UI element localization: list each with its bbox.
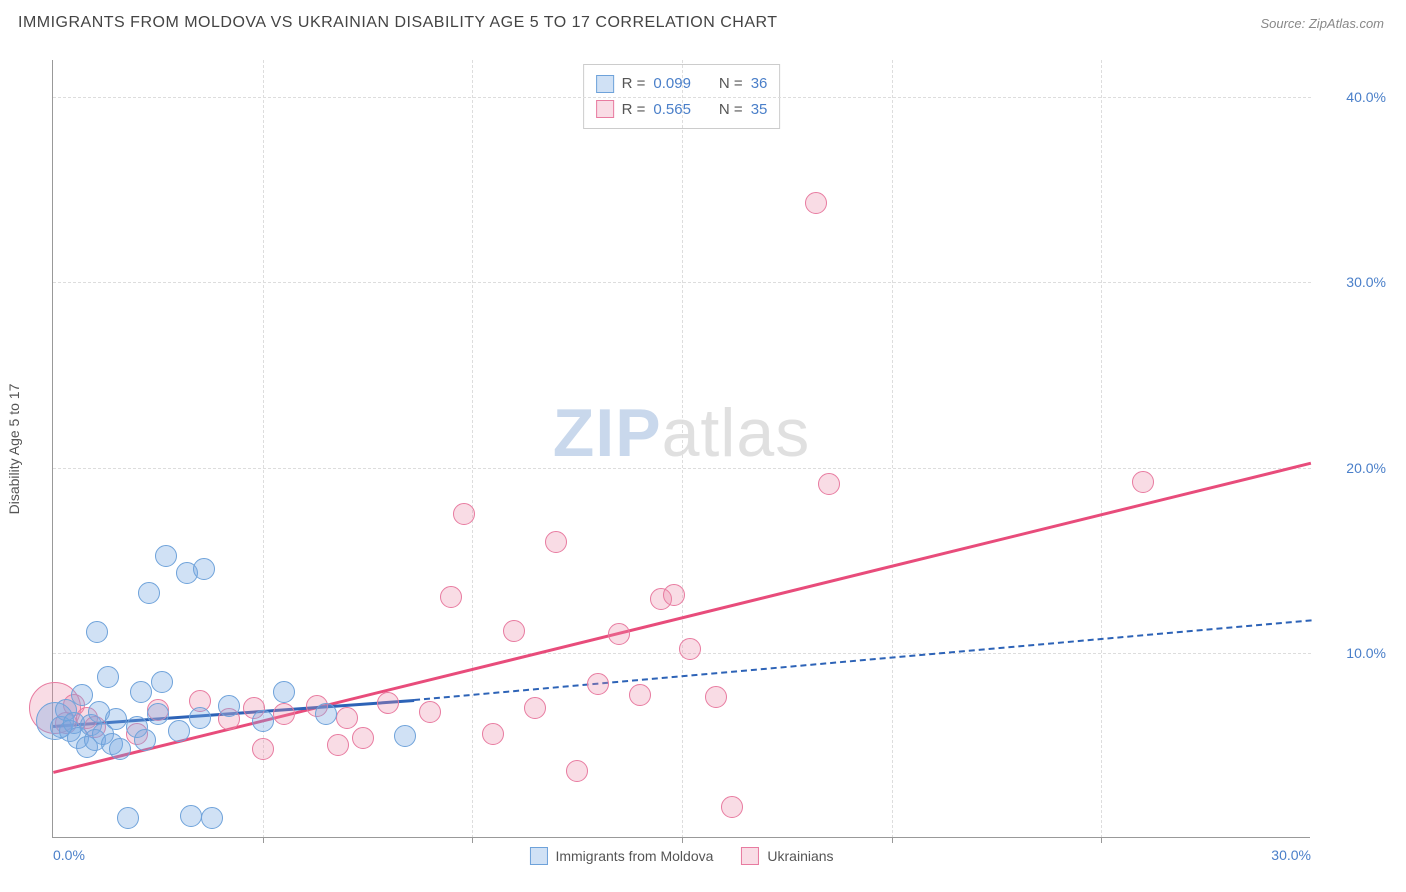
legend-r-label: R = <box>622 71 646 97</box>
x-tick-label: 0.0% <box>53 847 85 863</box>
y-tick-label: 40.0% <box>1322 89 1386 105</box>
data-point-moldova <box>201 807 223 829</box>
legend-n-value: 36 <box>751 71 768 97</box>
source-attribution: Source: ZipAtlas.com <box>1260 16 1384 31</box>
watermark-zip: ZIP <box>553 395 662 471</box>
data-point-ukrainians <box>252 738 274 760</box>
x-tick-mark <box>263 837 264 843</box>
data-point-ukrainians <box>482 723 504 745</box>
data-point-ukrainians <box>1132 471 1154 493</box>
x-tick-mark <box>472 837 473 843</box>
data-point-moldova <box>180 805 202 827</box>
data-point-ukrainians <box>273 703 295 725</box>
data-point-ukrainians <box>566 760 588 782</box>
data-point-ukrainians <box>705 686 727 708</box>
data-point-moldova <box>147 703 169 725</box>
legend-swatch <box>741 847 759 865</box>
data-point-moldova <box>105 708 127 730</box>
data-point-ukrainians <box>587 673 609 695</box>
data-point-moldova <box>168 720 190 742</box>
data-point-ukrainians <box>805 192 827 214</box>
data-point-ukrainians <box>419 701 441 723</box>
data-point-moldova <box>130 681 152 703</box>
data-point-ukrainians <box>327 734 349 756</box>
data-point-moldova <box>273 681 295 703</box>
data-point-ukrainians <box>608 623 630 645</box>
data-point-ukrainians <box>524 697 546 719</box>
y-tick-label: 30.0% <box>1322 274 1386 290</box>
data-point-ukrainians <box>663 584 685 606</box>
data-point-ukrainians <box>721 796 743 818</box>
watermark-atlas: atlas <box>662 395 811 471</box>
data-point-moldova <box>71 684 93 706</box>
legend-r-value: 0.099 <box>653 71 691 97</box>
data-point-moldova <box>218 695 240 717</box>
x-tick-mark <box>892 837 893 843</box>
chart-title: IMMIGRANTS FROM MOLDOVA VS UKRAINIAN DIS… <box>18 14 778 32</box>
legend-swatch <box>529 847 547 865</box>
y-tick-label: 20.0% <box>1322 460 1386 476</box>
data-point-ukrainians <box>545 531 567 553</box>
legend-r-value: 0.565 <box>653 97 691 123</box>
data-point-ukrainians <box>818 473 840 495</box>
data-point-moldova <box>252 710 274 732</box>
data-point-moldova <box>155 545 177 567</box>
legend-r-label: R = <box>622 97 646 123</box>
data-point-moldova <box>109 738 131 760</box>
data-point-ukrainians <box>629 684 651 706</box>
data-point-ukrainians <box>440 586 462 608</box>
data-point-ukrainians <box>679 638 701 660</box>
data-point-moldova <box>315 703 337 725</box>
data-point-ukrainians <box>503 620 525 642</box>
y-tick-label: 10.0% <box>1322 645 1386 661</box>
x-tick-mark <box>1101 837 1102 843</box>
legend-n-label: N = <box>719 71 743 97</box>
gridline-vertical <box>682 60 683 838</box>
chart-area: Disability Age 5 to 17 ZIPatlas R =0.099… <box>52 60 1392 838</box>
data-point-moldova <box>117 807 139 829</box>
series-legend: Immigrants from Moldova Ukrainians <box>529 847 833 865</box>
legend-n-label: N = <box>719 97 743 123</box>
trend-line <box>414 619 1312 701</box>
data-point-moldova <box>193 558 215 580</box>
legend-swatch <box>596 75 614 93</box>
legend-swatch <box>596 100 614 118</box>
data-point-moldova <box>151 671 173 693</box>
data-point-ukrainians <box>453 503 475 525</box>
legend-item-moldova: Immigrants from Moldova <box>529 847 713 865</box>
gridline-vertical <box>1101 60 1102 838</box>
gridline-vertical <box>892 60 893 838</box>
data-point-ukrainians <box>336 707 358 729</box>
legend-label: Immigrants from Moldova <box>555 848 713 864</box>
data-point-moldova <box>134 729 156 751</box>
y-axis-label: Disability Age 5 to 17 <box>6 384 22 515</box>
gridline-vertical <box>472 60 473 838</box>
legend-item-ukrainians: Ukrainians <box>741 847 833 865</box>
x-tick-mark <box>682 837 683 843</box>
legend-label: Ukrainians <box>767 848 833 864</box>
data-point-moldova <box>86 621 108 643</box>
x-tick-label: 30.0% <box>1271 847 1311 863</box>
data-point-moldova <box>97 666 119 688</box>
data-point-moldova <box>394 725 416 747</box>
data-point-moldova <box>138 582 160 604</box>
data-point-moldova <box>189 707 211 729</box>
data-point-ukrainians <box>352 727 374 749</box>
data-point-ukrainians <box>377 692 399 714</box>
plot-region: ZIPatlas R =0.099N =36R =0.565N =35 Immi… <box>52 60 1310 838</box>
legend-n-value: 35 <box>751 97 768 123</box>
